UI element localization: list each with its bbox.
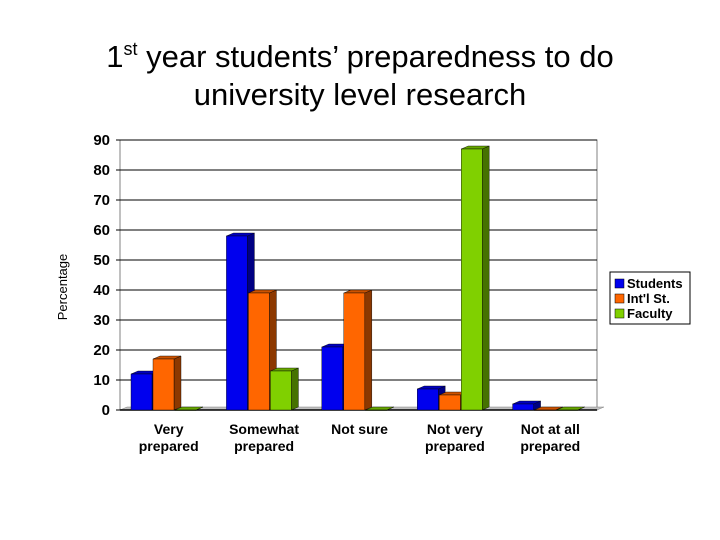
bar	[174, 409, 197, 411]
chart-title: 1st year students’ preparedness to do un…	[0, 30, 720, 114]
bar	[512, 403, 534, 411]
title-line1-rest: year students’ preparedness to do	[137, 39, 614, 74]
legend-label: Students	[627, 276, 683, 291]
bar-side	[173, 355, 182, 411]
title-prefix: 1	[106, 39, 124, 74]
legend-swatch	[614, 293, 625, 304]
legend-label: Faculty	[627, 306, 673, 321]
bar-side	[364, 289, 372, 411]
category-label: prepared	[425, 438, 485, 454]
category-label: Somewhat	[229, 421, 299, 437]
bar	[461, 148, 483, 411]
legend-swatch	[614, 308, 625, 319]
y-axis-label: Percentage	[55, 254, 70, 321]
y-tick-label: 30	[93, 312, 110, 329]
y-tick-label: 90	[93, 132, 110, 149]
category-label: Very	[154, 421, 184, 437]
title-superscript: st	[123, 39, 138, 59]
legend-swatch	[614, 278, 625, 289]
y-tick-label: 60	[93, 222, 110, 239]
category-label: prepared	[520, 438, 580, 454]
bar	[321, 346, 343, 411]
bar	[226, 235, 248, 411]
category-label: Not very	[427, 421, 483, 437]
category-label: prepared	[139, 438, 199, 454]
bar-side	[482, 145, 490, 411]
bar	[417, 388, 439, 411]
bar-side	[291, 367, 299, 411]
y-tick-label: 40	[93, 282, 110, 299]
y-tick-label: 20	[93, 342, 110, 359]
bar	[343, 292, 365, 411]
y-tick-label: 10	[93, 372, 110, 389]
category-label: Not at all	[521, 421, 580, 437]
bar	[248, 292, 270, 411]
category-label: prepared	[234, 438, 294, 454]
category-label: Not sure	[331, 421, 388, 437]
bar	[270, 370, 292, 411]
y-tick-label: 50	[93, 252, 110, 269]
bar	[152, 358, 175, 411]
y-tick-label: 70	[93, 192, 110, 209]
bar	[130, 373, 153, 411]
y-tick-label: 0	[102, 402, 110, 419]
legend-label: Int'l St.	[627, 291, 670, 306]
y-tick-label: 80	[93, 162, 110, 179]
bar	[556, 409, 578, 411]
bar	[439, 394, 461, 411]
bar	[365, 409, 387, 411]
bar	[534, 409, 556, 411]
title-line2: university level research	[193, 77, 527, 112]
